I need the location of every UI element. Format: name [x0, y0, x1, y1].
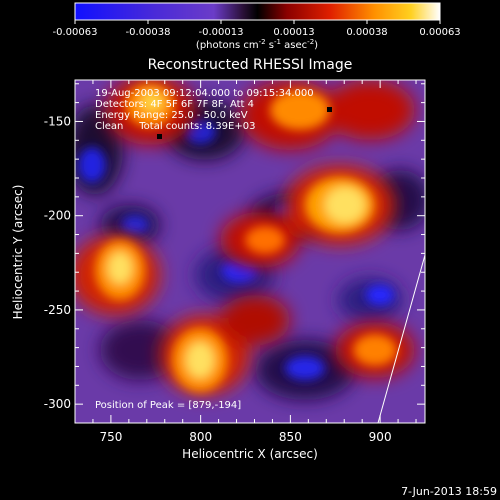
- colorbar-tick-label: 0.00038: [346, 27, 387, 38]
- peak-position-label: Position of Peak = [879,-194]: [95, 400, 241, 411]
- colorbar-tick-label: 0.00063: [419, 27, 460, 38]
- annotation-time: 19-Aug-2003 09:12:04.000 to 09:15:34.000: [95, 88, 314, 99]
- y-axis-ticks: -150 -200 -250 -300: [44, 83, 425, 411]
- x-tick-label: 800: [189, 430, 212, 444]
- heatmap-image: [75, 80, 425, 423]
- y-tick-label: -150: [44, 114, 71, 128]
- annotation-clean: Clean Total counts: 8.39E+03: [95, 121, 255, 132]
- plot-frame: [74, 79, 426, 424]
- x-axis-label: Heliocentric X (arcsec): [182, 447, 318, 461]
- x-tick-label: 900: [369, 430, 392, 444]
- annotation-energy: Energy Range: 25.0 - 50.0 keV: [95, 110, 248, 121]
- chart-title: Reconstructed RHESSI Image: [148, 57, 353, 73]
- colorbar-ticks: -0.00063 -0.00038 -0.00013 0.00013 0.00038 0.…: [53, 20, 461, 38]
- solar-limb-line: [377, 254, 426, 424]
- annotation-block: 19-Aug-2003 09:12:04.000 to 09:15:34.000…: [95, 88, 314, 132]
- footer-date: 7-Jun-2013 18:59: [401, 485, 497, 498]
- colorbar-tick-label: -0.00013: [199, 27, 244, 38]
- colorbar-tick-label: 0.00013: [273, 27, 314, 38]
- peak-marker: [157, 107, 332, 139]
- y-axis-label: Heliocentric Y (arcsec): [11, 185, 25, 320]
- colorbar: -0.00063 -0.00038 -0.00013 0.00013 0.00038 0.…: [53, 2, 461, 51]
- x-tick-label: 750: [99, 430, 122, 444]
- y-tick-label: -250: [44, 303, 71, 317]
- y-tick-label: -300: [44, 397, 71, 411]
- colorbar-tick-label: -0.00063: [53, 27, 98, 38]
- colorbar-units: (photons cm-2 s-1 asec-2): [196, 38, 318, 51]
- colorbar-gradient: [74, 2, 441, 21]
- x-axis-ticks: 750 800 850 900: [92, 80, 417, 444]
- x-tick-label: 850: [279, 430, 302, 444]
- annotation-detectors: Detectors: 4F 5F 6F 7F 8F, Att 4: [95, 99, 254, 110]
- y-tick-label: -200: [44, 209, 71, 223]
- colorbar-tick-label: -0.00038: [126, 27, 171, 38]
